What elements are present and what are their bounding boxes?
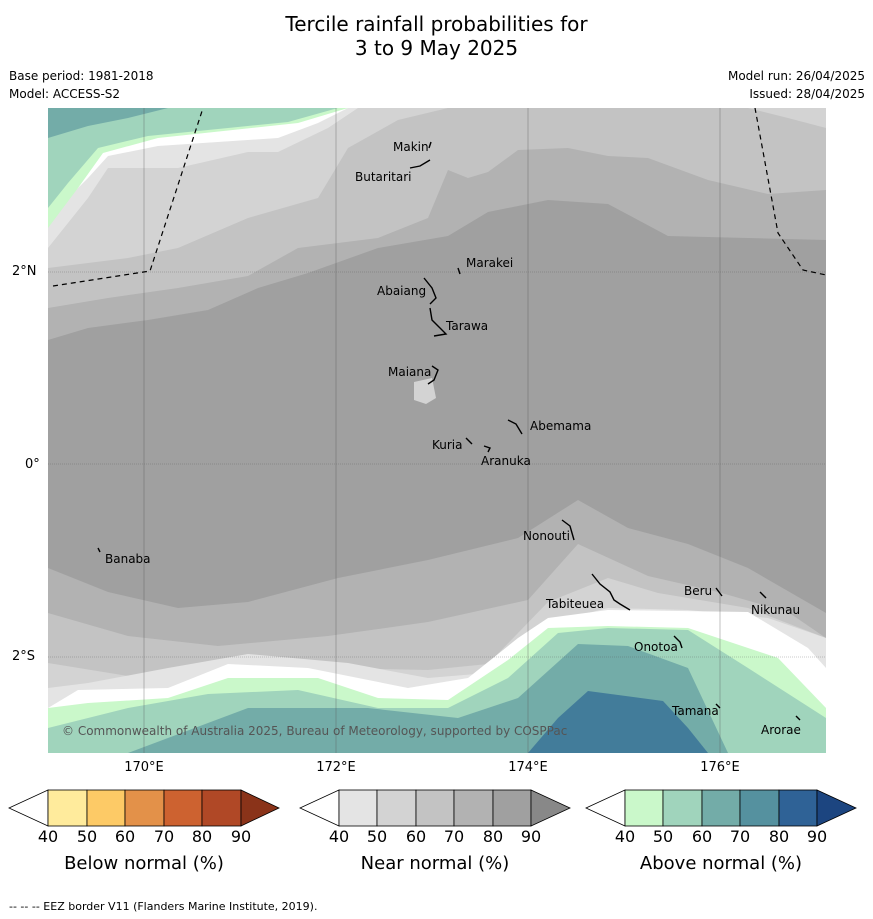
below-tick-50: 50 (76, 827, 98, 846)
above-tick-60: 60 (691, 827, 713, 846)
title-line-2: 3 to 9 May 2025 (354, 36, 519, 60)
near-tick-60: 60 (405, 827, 427, 846)
meta-left: Base period: 1981-2018 Model: ACCESS-S2 (9, 67, 154, 103)
map-canvas (48, 108, 826, 753)
colorbar-above (585, 789, 857, 827)
island-label-tarawa: Tarawa (446, 319, 489, 333)
island-label-nikunau: Nikunau (751, 603, 801, 617)
below-tick-90: 90 (230, 827, 252, 846)
eez-legend-note: -- -- -- EEZ border V11 (Flanders Marine… (9, 900, 318, 913)
base-period: Base period: 1981-2018 (9, 69, 154, 83)
map-panel[interactable]: Makin Butaritari Marakei Abaiang Tarawa … (48, 108, 826, 753)
lon-label-172e: 172°E (316, 760, 356, 775)
island-label-tamana: Tamana (672, 704, 719, 718)
title-line-1: Tercile rainfall probabilities for (285, 12, 588, 36)
below-tick-80: 80 (191, 827, 213, 846)
above-tick-90: 90 (806, 827, 828, 846)
island-label-abemama: Abemama (530, 419, 592, 433)
lon-label-170e: 170°E (124, 760, 164, 775)
above-normal-label: Above normal (%) (639, 853, 803, 874)
island-label-onotoa: Onotoa (634, 640, 678, 654)
island-label-maiana: Maiana (388, 365, 432, 379)
colorbar-near (299, 789, 571, 827)
issued-date: Issued: 28/04/2025 (749, 87, 865, 101)
below-tick-40: 40 (37, 827, 59, 846)
island-label-nonouti: Nonouti (523, 529, 570, 543)
island-label-marakei: Marakei (466, 256, 514, 270)
meta-right: Model run: 26/04/2025 Issued: 28/04/2025 (728, 67, 865, 103)
island-label-kuria: Kuria (432, 438, 463, 452)
lat-label-2s: 2°S (12, 649, 36, 664)
shade-above-70-bottom (528, 691, 708, 753)
shade-above-60-top (48, 108, 168, 138)
above-tick-40: 40 (614, 827, 636, 846)
island-label-arorae: Arorae (761, 723, 801, 737)
chart-title: Tercile rainfall probabilities for 3 to … (0, 12, 873, 60)
island-label-banaba: Banaba (105, 552, 151, 566)
lat-label-2n: 2°N (12, 264, 37, 279)
model-name: Model: ACCESS-S2 (9, 87, 121, 101)
above-tick-70: 70 (729, 827, 751, 846)
grid-lines (48, 108, 826, 753)
near-normal-label: Near normal (%) (360, 853, 510, 874)
island-shapes (97, 141, 801, 721)
island-label-makin: Makin (393, 140, 429, 154)
near-tick-90: 90 (520, 827, 542, 846)
above-tick-50: 50 (652, 827, 674, 846)
below-tick-60: 60 (114, 827, 136, 846)
below-tick-70: 70 (153, 827, 175, 846)
shade-patch (414, 378, 436, 404)
island-label-beru: Beru (684, 584, 713, 598)
copyright-notice: © Commonwealth of Australia 2025, Bureau… (62, 724, 568, 738)
island-label-abaiang: Abaiang (377, 284, 427, 298)
lon-label-176e: 176°E (700, 760, 740, 775)
lat-label-0: 0° (25, 457, 40, 472)
colorbars (8, 789, 857, 827)
eez-border (52, 108, 826, 287)
near-tick-50: 50 (366, 827, 388, 846)
near-tick-40: 40 (328, 827, 350, 846)
island-label-aranuka: Aranuka (481, 454, 531, 468)
shade-above-50-top (48, 108, 338, 208)
above-tick-80: 80 (768, 827, 790, 846)
near-tick-80: 80 (482, 827, 504, 846)
island-label-tabiteuea: Tabiteuea (546, 597, 605, 611)
model-run: Model run: 26/04/2025 (727, 69, 865, 83)
below-normal-label: Below normal (%) (64, 853, 224, 874)
lon-label-174e: 174°E (508, 760, 548, 775)
island-label-butaritari: Butaritari (355, 170, 412, 184)
near-tick-70: 70 (443, 827, 465, 846)
colorbar-below (8, 789, 280, 827)
